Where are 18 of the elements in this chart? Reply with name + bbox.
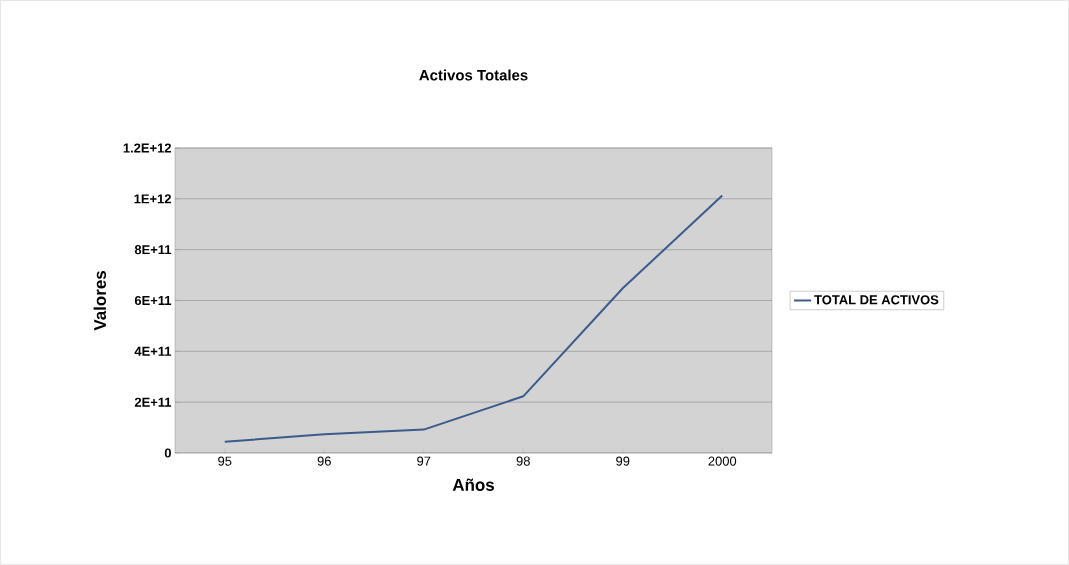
x-tick-label: 97 bbox=[417, 456, 431, 466]
y-tick-label: 1.2E+12 bbox=[123, 143, 171, 153]
x-tick-label: 96 bbox=[317, 456, 331, 466]
chart-title: Activos Totales bbox=[419, 69, 528, 81]
x-axis-title: Años bbox=[452, 478, 494, 491]
y-tick-label: 6E+11 bbox=[134, 295, 172, 306]
line-series bbox=[223, 194, 724, 443]
x-tick-label: 98 bbox=[516, 456, 530, 466]
legend-label: TOTAL DE ACTIVOS bbox=[814, 295, 939, 305]
y-tick-label: 4E+11 bbox=[134, 346, 172, 356]
x-tick-label: 95 bbox=[218, 456, 232, 466]
y-tick-label: 1E+12 bbox=[134, 194, 171, 204]
x-tick-label: 2000 bbox=[708, 456, 737, 466]
y-axis-title: Valores bbox=[93, 271, 107, 331]
y-tick-label: 0 bbox=[164, 448, 171, 458]
x-tick-label: 99 bbox=[616, 456, 630, 466]
y-tick-label: 8E+11 bbox=[134, 245, 172, 255]
y-tick-label: 2E+11 bbox=[134, 397, 172, 407]
